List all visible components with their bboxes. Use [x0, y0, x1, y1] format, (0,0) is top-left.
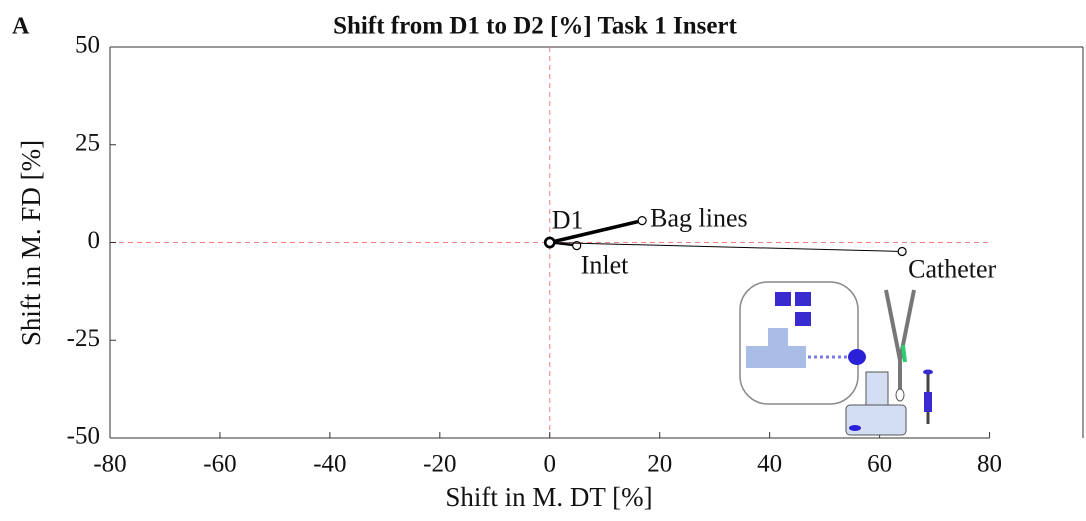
- inset-dot: [848, 349, 866, 365]
- inset-illustration: [740, 282, 933, 435]
- inset-needle: [923, 370, 933, 375]
- panel-label: A: [12, 14, 30, 40]
- inset-box: [795, 292, 811, 306]
- y-axis-label: Shift in M. FD [%]: [16, 140, 46, 346]
- y-tick-label: 0: [88, 227, 101, 254]
- y-tick-label: 50: [75, 32, 100, 59]
- inset-box: [795, 312, 811, 326]
- series-label: Bag lines: [650, 204, 748, 233]
- inset-catheter: [896, 389, 904, 401]
- x-tick-label: 20: [647, 451, 672, 478]
- x-tick-label: 40: [757, 451, 782, 478]
- inset-needle: [924, 392, 932, 412]
- x-tick-label: 0: [544, 451, 557, 478]
- x-tick-label: -60: [203, 451, 236, 478]
- inset-dot: [849, 425, 861, 431]
- inset-catheter: [903, 345, 905, 362]
- inset-shape: [746, 346, 806, 368]
- series-label: Inlet: [581, 251, 629, 280]
- inset-box: [775, 292, 791, 306]
- x-tick-label: 60: [867, 451, 892, 478]
- x-tick-label: -40: [313, 451, 346, 478]
- chart-title: Shift from D1 to D2 [%] Task 1 Insert: [333, 13, 737, 40]
- inset-catheter: [886, 290, 914, 390]
- x-tick-label: -80: [93, 451, 126, 478]
- y-tick-label: 25: [75, 129, 100, 156]
- point: [898, 247, 906, 255]
- y-tick-label: -25: [67, 325, 100, 352]
- x-axis-label: Shift in M. DT [%]: [445, 482, 652, 512]
- chart: A Shift from D1 to D2 [%] Task 1 Insert …: [0, 0, 1086, 521]
- point: [638, 217, 646, 225]
- x-tick-label: -20: [423, 451, 456, 478]
- inset-shape: [866, 372, 888, 410]
- point: [545, 238, 554, 247]
- origin-label: D1: [552, 205, 584, 234]
- x-tick-label: 80: [977, 451, 1002, 478]
- series-label: Catheter: [908, 254, 996, 283]
- y-tick-label: -50: [67, 423, 100, 450]
